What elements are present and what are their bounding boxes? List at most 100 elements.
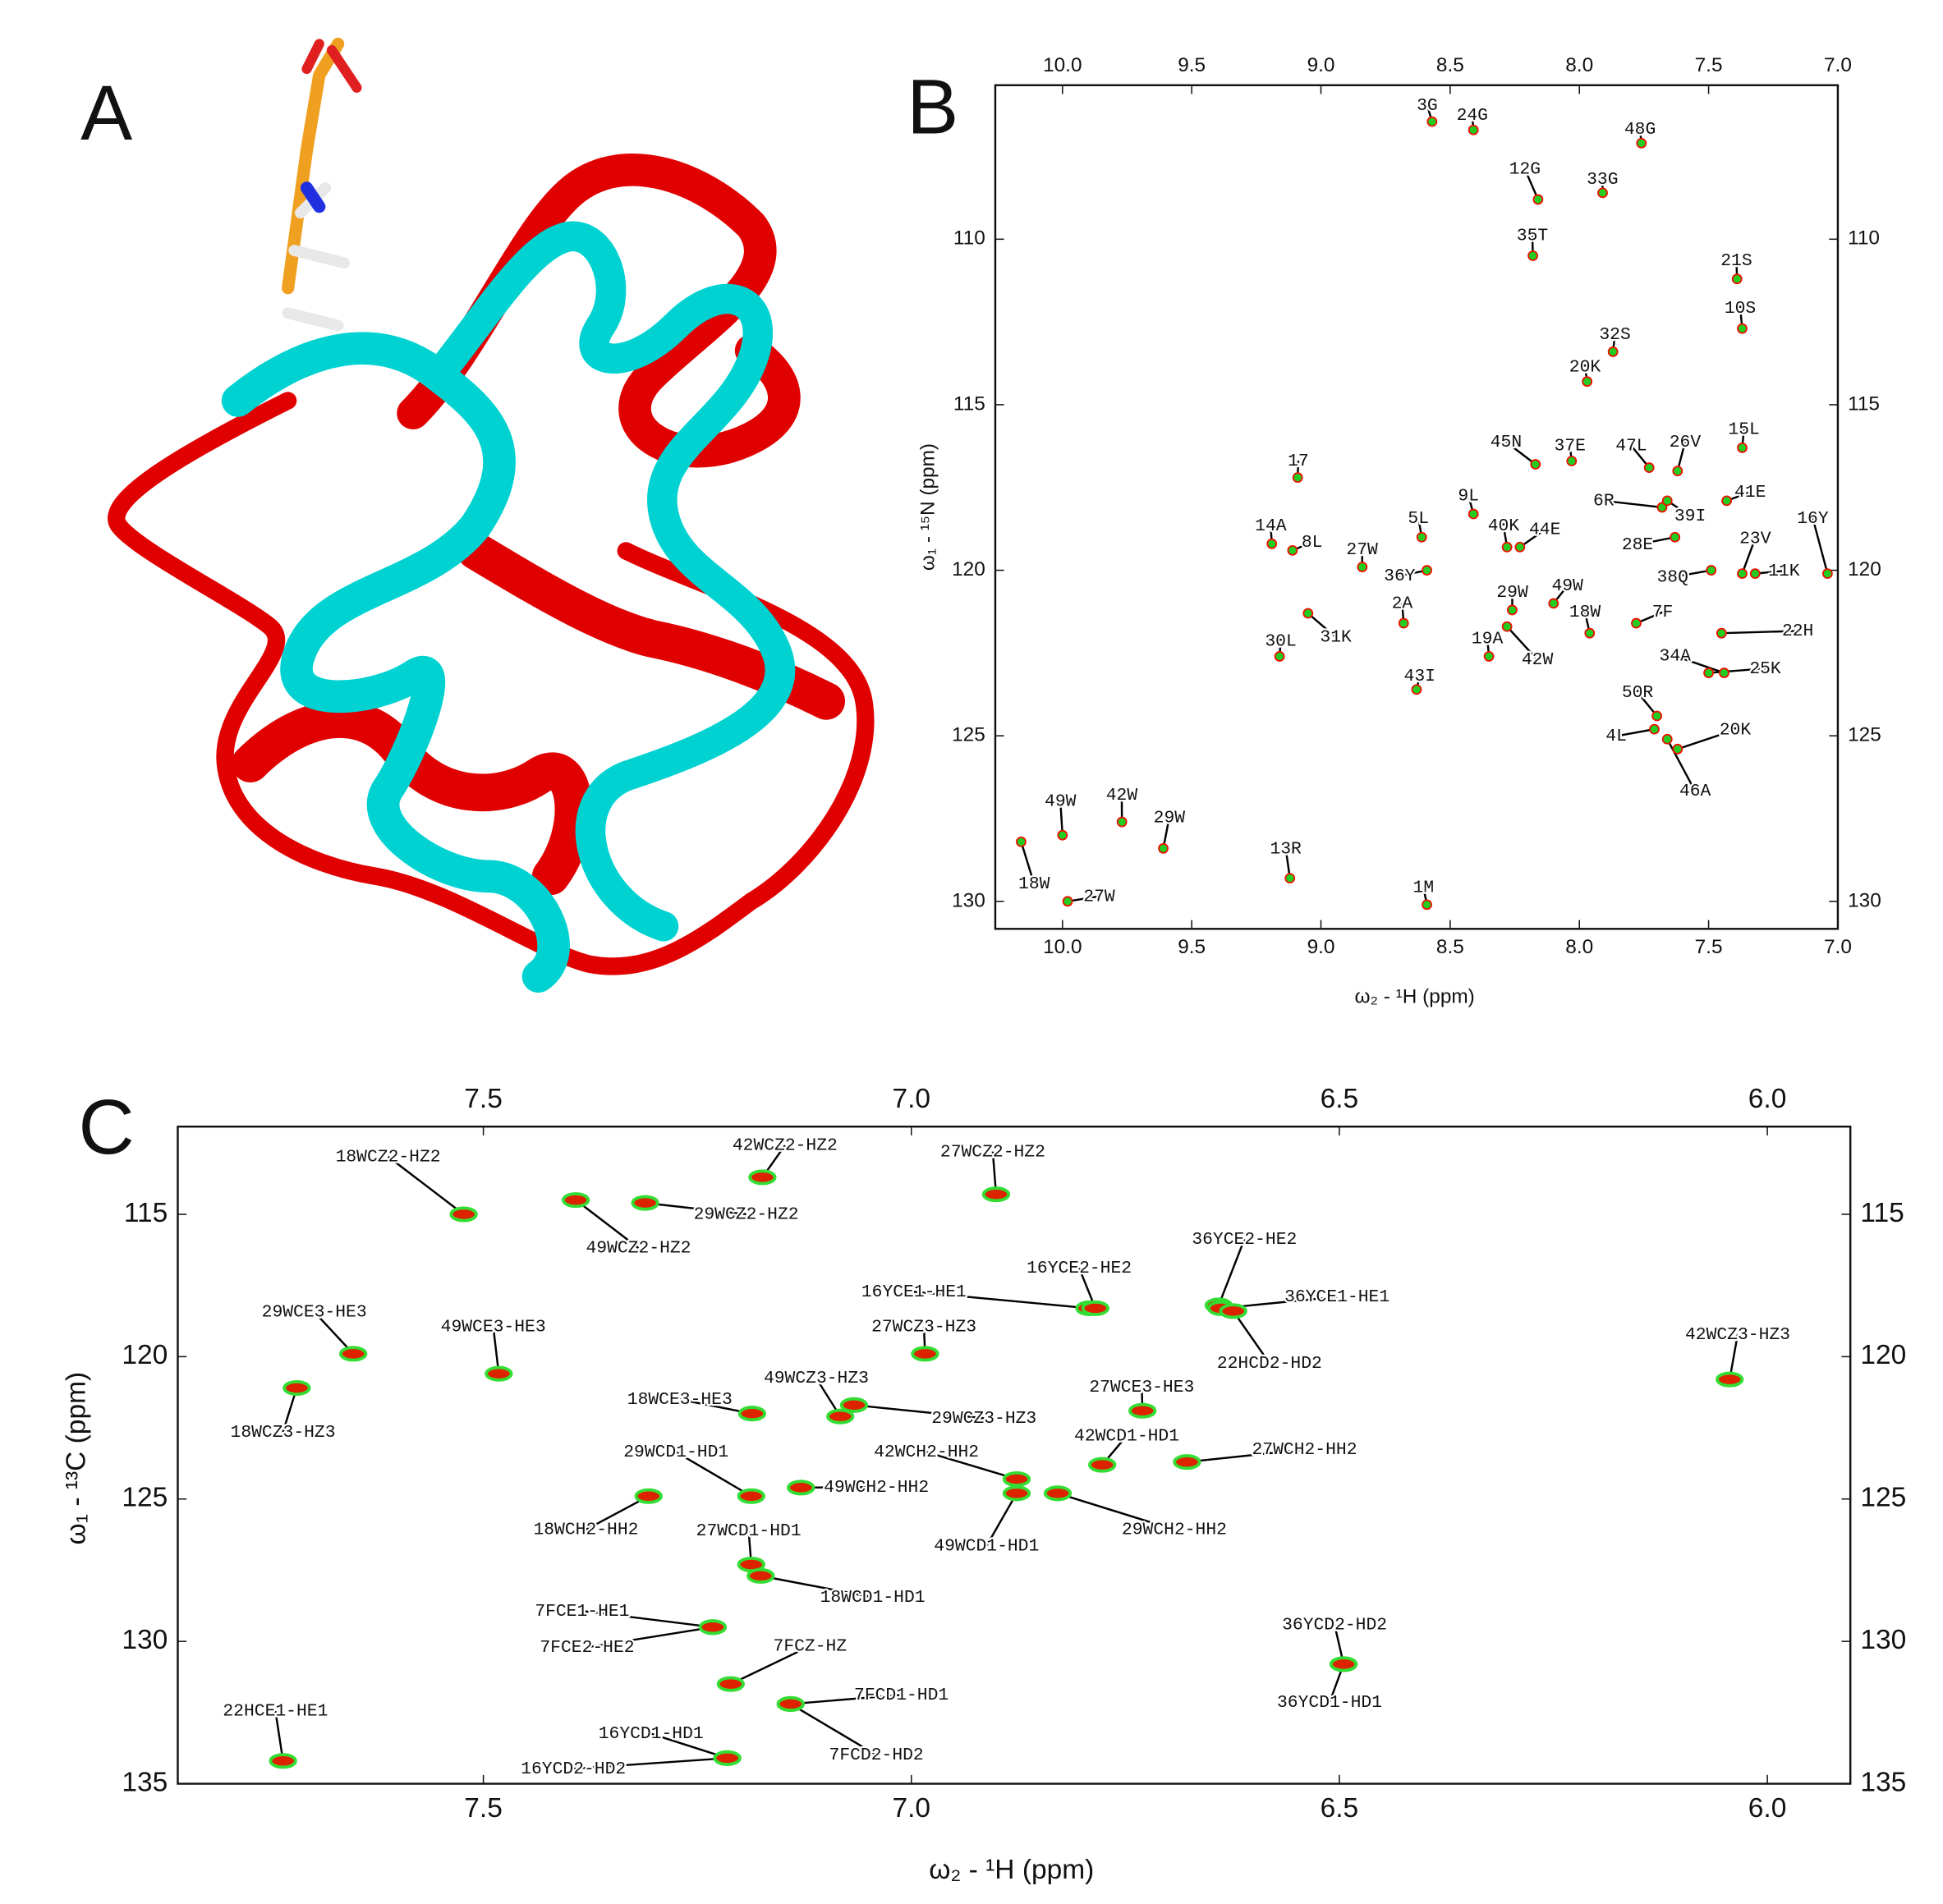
- peak: [1636, 137, 1647, 149]
- leader-line: [586, 1626, 714, 1649]
- x-tick-label: 7.0: [892, 1793, 930, 1824]
- peak: [1514, 541, 1526, 553]
- leader-line: [853, 1404, 985, 1420]
- peak: [1016, 836, 1027, 847]
- peak-label: 45N: [1491, 433, 1522, 452]
- leader-line: [1741, 538, 1757, 575]
- peak-label: 8L: [1302, 533, 1323, 553]
- leader-line: [573, 1757, 728, 1770]
- y-tick-label: 125: [122, 1483, 168, 1513]
- leader-line: [1677, 728, 1736, 750]
- peak-label: 29WCZ3-HZ3: [931, 1409, 1036, 1429]
- peak-label: 18W: [1018, 874, 1050, 894]
- peak: [1737, 442, 1748, 453]
- peak-label: 16YCD1-HD1: [599, 1724, 704, 1744]
- peak-label: 49W: [1045, 791, 1077, 811]
- y-tick-label: 120: [952, 558, 985, 580]
- peak: [1737, 568, 1748, 580]
- peak: [1398, 617, 1409, 629]
- leader-line: [913, 1291, 1090, 1310]
- peak-label: 42WCZ3-HZ3: [1685, 1325, 1790, 1345]
- peak: [1661, 733, 1673, 745]
- peak-label: 27WCE3-HE3: [1089, 1378, 1194, 1397]
- y-axis-title: ω₁ - ¹⁵N (ppm): [917, 443, 939, 571]
- peak: [981, 1186, 1011, 1203]
- peak-label: 16Y: [1797, 509, 1829, 529]
- leader-line: [1187, 1448, 1305, 1463]
- x-tick-label: 7.5: [464, 1084, 503, 1114]
- chart: 10.0 10.0 9.5 9.5 9.0 9.0 8.5 8.5 8.0 8.0 7.5 7.5 7.…: [907, 54, 1881, 1008]
- panel-label: B: [907, 63, 958, 150]
- peak-label: 27W: [1346, 540, 1378, 560]
- x-tick-label: 7.5: [1695, 54, 1723, 76]
- peak-label: 32S: [1599, 325, 1630, 345]
- leader-line: [581, 1609, 714, 1629]
- peak-label: 49WCZ3-HZ3: [764, 1369, 869, 1388]
- peak-label: 26V: [1670, 433, 1702, 452]
- peak-label: 25K: [1749, 659, 1781, 679]
- peak-label: 5L: [1408, 509, 1429, 529]
- peak-label: 29WCE3-HE3: [262, 1302, 367, 1322]
- peak-label: 13R: [1270, 839, 1302, 859]
- peak: [1721, 495, 1733, 507]
- peak: [1287, 544, 1298, 556]
- peak: [1128, 1402, 1157, 1419]
- peak: [1422, 565, 1432, 576]
- leader-line: [1674, 654, 1725, 674]
- peak-label: 42WCD1-HD1: [1074, 1426, 1179, 1446]
- y-tick-label: 115: [953, 392, 985, 415]
- y-tick-label: 130: [952, 889, 985, 911]
- peak: [1532, 194, 1544, 205]
- peak-label: 48G: [1624, 120, 1656, 140]
- leader-line: [1506, 626, 1538, 661]
- peak: [776, 1695, 805, 1712]
- peak-label: 46A: [1679, 782, 1711, 801]
- peak: [737, 1488, 765, 1504]
- peak: [1284, 873, 1296, 884]
- y-tick-label: 130: [1860, 1625, 1906, 1655]
- leader-line: [1232, 1310, 1270, 1364]
- peak-label: 6R: [1593, 492, 1615, 512]
- peak-label: 34A: [1660, 647, 1692, 667]
- peak: [562, 1192, 590, 1209]
- y-tick-label: 130: [1848, 889, 1881, 911]
- leader-line: [760, 1575, 873, 1599]
- peak: [1062, 896, 1073, 907]
- panel-label: C: [78, 1084, 134, 1171]
- peak: [839, 1397, 869, 1413]
- leader-line: [1307, 612, 1337, 639]
- x-tick-label: 8.0: [1565, 936, 1593, 958]
- peak-label: 49WCE3-HE3: [441, 1318, 546, 1337]
- peak: [1116, 816, 1128, 828]
- peak: [1821, 568, 1833, 580]
- x-tick-label: 6.0: [1748, 1793, 1787, 1824]
- x-tick-label: 7.0: [1824, 54, 1852, 76]
- leader-line: [1020, 841, 1036, 884]
- y-tick-label: 135: [122, 1767, 168, 1797]
- peak: [1731, 273, 1743, 285]
- peak-label: 50R: [1622, 683, 1654, 703]
- peak: [1631, 617, 1642, 629]
- x-tick-label: 7.5: [464, 1793, 503, 1824]
- peak-label: 20K: [1720, 721, 1752, 741]
- y-tick-label: 130: [122, 1625, 168, 1655]
- x-tick-label: 8.5: [1436, 936, 1464, 958]
- peak: [1501, 621, 1513, 632]
- peak-label: 29WCZ2-HZ2: [694, 1205, 799, 1225]
- peak: [1661, 495, 1673, 507]
- x-tick-label: 6.0: [1748, 1084, 1787, 1114]
- peak-label: 30L: [1265, 631, 1296, 651]
- peak: [1716, 1371, 1744, 1388]
- peak: [1649, 723, 1660, 735]
- peak: [1081, 1300, 1110, 1316]
- leader-line: [1708, 667, 1766, 674]
- peak: [1706, 565, 1717, 576]
- y-tick-label: 135: [1860, 1767, 1906, 1797]
- peak-label: 14A: [1255, 516, 1287, 536]
- peak: [1716, 627, 1727, 639]
- peak: [1582, 376, 1593, 388]
- peak-label: 10S: [1725, 299, 1756, 319]
- peak-label: 15L: [1728, 420, 1759, 440]
- peak: [1043, 1485, 1073, 1502]
